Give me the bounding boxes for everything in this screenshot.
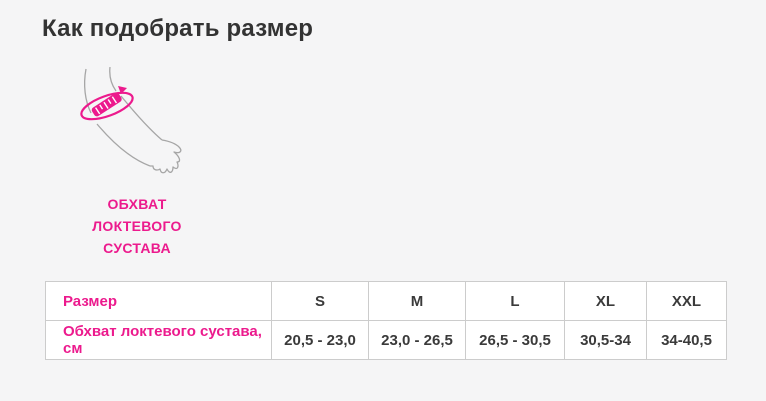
- size-cell-xl: XL: [564, 281, 647, 321]
- table-row-circumference: Обхват локтевого сустава, см 20,5 - 23,0…: [45, 320, 727, 360]
- range-cell-l: 26,5 - 30,5: [465, 320, 565, 360]
- range-cell-m: 23,0 - 26,5: [368, 320, 466, 360]
- arm-with-measuring-tape-icon: [80, 67, 182, 174]
- range-cell-xl: 30,5-34: [564, 320, 647, 360]
- caption-line: ЛОКТЕВОГО: [92, 218, 182, 234]
- size-cell-l: L: [465, 281, 565, 321]
- size-row-label: Размер: [45, 281, 272, 321]
- table-row-sizes: Размер S M L XL XXL: [45, 281, 727, 321]
- illustration-caption: ОБХВАТ ЛОКТЕВОГО СУСТАВА: [42, 193, 232, 259]
- circumference-row-label: Обхват локтевого сустава, см: [45, 320, 272, 360]
- measurement-illustration: ОБХВАТ ЛОКТЕВОГО СУСТАВА: [42, 67, 232, 259]
- size-table: Размер S M L XL XXL Обхват локтевого сус…: [45, 281, 727, 360]
- caption-line: ОБХВАТ: [107, 196, 167, 212]
- size-guide-section: Как подобрать размер: [42, 15, 727, 360]
- page-title: Как подобрать размер: [42, 15, 314, 42]
- range-cell-xxl: 34-40,5: [646, 320, 727, 360]
- measuring-tape-icon: [80, 86, 134, 121]
- size-cell-xxl: XXL: [646, 281, 727, 321]
- range-cell-s: 20,5 - 23,0: [271, 320, 369, 360]
- size-cell-m: M: [368, 281, 466, 321]
- caption-line: СУСТАВА: [103, 240, 171, 256]
- size-cell-s: S: [271, 281, 369, 321]
